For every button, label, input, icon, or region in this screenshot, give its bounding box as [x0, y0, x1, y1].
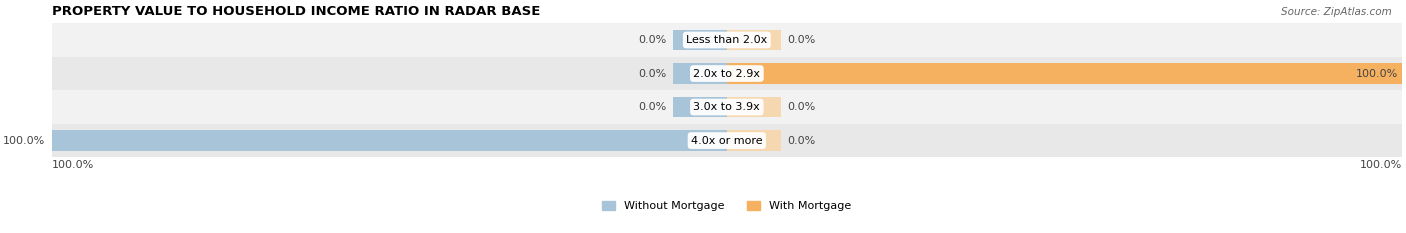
Text: 0.0%: 0.0% — [638, 35, 666, 45]
Bar — [673, 63, 727, 84]
Text: 2.0x to 2.9x: 2.0x to 2.9x — [693, 69, 761, 79]
Text: 0.0%: 0.0% — [638, 102, 666, 112]
Text: 100.0%: 100.0% — [3, 136, 45, 146]
Text: 100.0%: 100.0% — [1360, 160, 1402, 170]
Bar — [673, 30, 727, 50]
Legend: Without Mortgage, With Mortgage: Without Mortgage, With Mortgage — [602, 201, 852, 211]
Bar — [52, 90, 1402, 124]
Text: Less than 2.0x: Less than 2.0x — [686, 35, 768, 45]
Bar — [727, 30, 780, 50]
Text: 0.0%: 0.0% — [638, 69, 666, 79]
Bar — [727, 63, 1402, 84]
Text: PROPERTY VALUE TO HOUSEHOLD INCOME RATIO IN RADAR BASE: PROPERTY VALUE TO HOUSEHOLD INCOME RATIO… — [52, 5, 540, 18]
Bar — [673, 97, 727, 117]
Bar — [52, 57, 1402, 90]
Bar — [727, 63, 1402, 84]
Text: Source: ZipAtlas.com: Source: ZipAtlas.com — [1281, 7, 1392, 17]
Text: 3.0x to 3.9x: 3.0x to 3.9x — [693, 102, 761, 112]
Text: 0.0%: 0.0% — [787, 35, 815, 45]
Text: 100.0%: 100.0% — [52, 160, 94, 170]
Text: 4.0x or more: 4.0x or more — [690, 136, 762, 146]
Text: 0.0%: 0.0% — [787, 102, 815, 112]
Bar — [727, 130, 780, 151]
Bar — [52, 130, 727, 151]
Bar — [52, 124, 1402, 157]
Text: 0.0%: 0.0% — [787, 136, 815, 146]
Bar — [52, 23, 1402, 57]
Bar — [727, 97, 780, 117]
Text: 100.0%: 100.0% — [1357, 69, 1399, 79]
